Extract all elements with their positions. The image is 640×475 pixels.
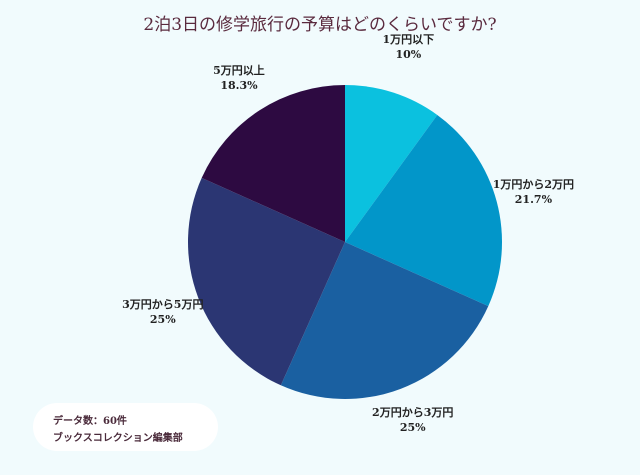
data-note: データ数：60件 ブックスコレクション編集部 [33, 403, 218, 451]
slice-label-value: 18.3% [220, 79, 258, 93]
chart-title: 2泊3日の修学旅行の予算はどのくらいですか? [143, 15, 497, 35]
data-count: データ数：60件 [53, 416, 127, 427]
slice-label-name: 3万円から5万円 [122, 297, 204, 311]
slice-label-value: 10% [395, 48, 422, 62]
slice-label: 1万円から2万円 21.7% [493, 177, 574, 207]
slice-label-name: 1万円から2万円 [492, 177, 575, 191]
pie-slice [280, 242, 489, 400]
slice-label: 3万円から5万円 25% [122, 297, 203, 327]
slice-label-name: 5万円以上 [213, 64, 265, 78]
slice-label: 2万円から3万円 25% [372, 405, 453, 435]
pie-slice [345, 114, 503, 307]
pie-slice [345, 85, 438, 242]
pie-slice [201, 84, 345, 242]
pie-slice [188, 177, 345, 386]
slice-label: 5万円以上 18.3% [213, 63, 265, 93]
source-credit: ブックスコレクション編集部 [53, 433, 183, 444]
slice-label: 1万円以下 10% [383, 32, 435, 62]
slice-label-value: 21.7% [514, 192, 553, 206]
slice-label-value: 25% [399, 420, 426, 434]
slice-label-name: 1万円以下 [382, 33, 435, 47]
slice-label-value: 25% [149, 312, 176, 326]
slice-label-name: 2万円から3万円 [372, 405, 454, 419]
